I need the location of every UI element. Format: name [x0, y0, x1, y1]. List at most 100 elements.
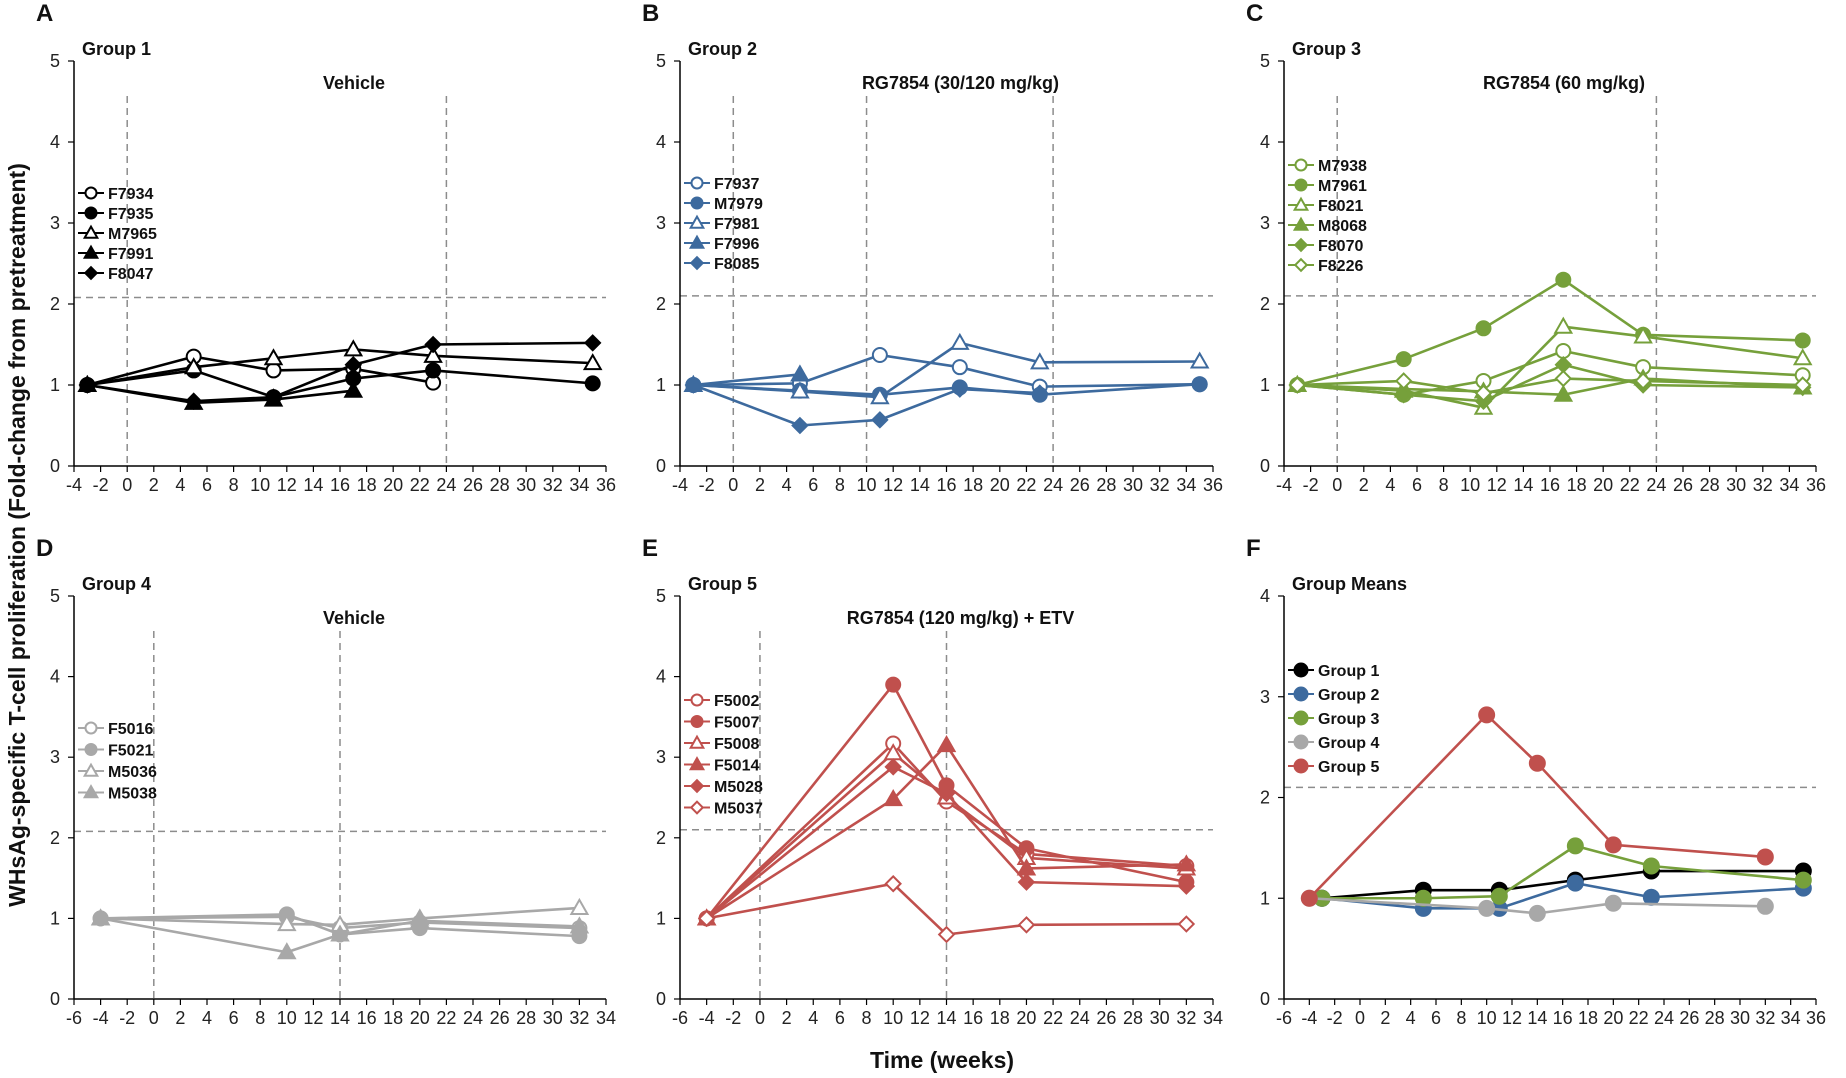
x-tick-label: 8: [1439, 475, 1449, 495]
legend-marker: [690, 196, 704, 210]
x-tick-label: 4: [175, 475, 185, 495]
legend-marker: [1293, 257, 1309, 273]
legend-label: F7991: [108, 246, 153, 263]
data-point: [1395, 351, 1412, 368]
x-tick-label: 24: [1070, 1008, 1090, 1028]
data-point: [265, 362, 282, 379]
y-tick-label: 1: [1260, 375, 1270, 395]
x-tick-label: 30: [1726, 475, 1746, 495]
legend-label: F8085: [714, 256, 759, 273]
x-tick-label: 0: [728, 475, 738, 495]
x-tick-label: 26: [1673, 475, 1693, 495]
y-tick-label: 1: [50, 908, 60, 928]
data-point: [425, 362, 442, 379]
x-tick-label: 18: [383, 1008, 403, 1028]
data-point: [1553, 316, 1574, 334]
legend-marker: [690, 693, 704, 707]
data-point: [1634, 372, 1652, 390]
data-point: [78, 376, 97, 394]
data-point: [343, 380, 364, 398]
data-point: [1793, 376, 1812, 394]
data-point: [884, 874, 902, 893]
data-point: [1177, 877, 1196, 895]
data-point: [1553, 384, 1574, 402]
x-tick-label: 34: [1176, 475, 1196, 495]
data-point: [1566, 874, 1584, 892]
x-tick-label: 36: [1806, 1008, 1826, 1028]
x-tick-label: 32: [1753, 475, 1773, 495]
y-tick-label: 4: [50, 667, 60, 687]
x-tick-label: 32: [543, 475, 563, 495]
x-tick-label: 18: [990, 1008, 1010, 1028]
x-tick-label: 20: [990, 475, 1010, 495]
y-tick-label: 3: [656, 213, 666, 233]
series-f7991: [77, 374, 364, 410]
x-tick-label: 24: [1646, 475, 1666, 495]
y-tick-label: 5: [656, 586, 666, 606]
data-point: [936, 735, 957, 753]
x-tick-label: 8: [862, 1008, 872, 1028]
y-tick-label: 5: [1260, 51, 1270, 71]
legend-marker: [83, 265, 99, 281]
data-point: [790, 364, 810, 382]
data-point: [1191, 376, 1208, 393]
data-point: [1555, 342, 1572, 359]
data-point: [1528, 904, 1546, 922]
x-tick-label: 28: [490, 475, 510, 495]
legend-label: F7935: [108, 206, 153, 223]
legend-label: M7961: [1318, 178, 1367, 195]
data-point: [871, 411, 889, 429]
x-tick-label: 16: [1553, 1008, 1573, 1028]
series-f7937: [685, 347, 1208, 395]
x-tick-label: 8: [229, 475, 239, 495]
x-tick-label: 22: [1629, 1008, 1649, 1028]
treatment-label: Vehicle: [323, 73, 385, 93]
legend-label: F8226: [1318, 258, 1363, 275]
x-tick-label: 18: [1567, 475, 1587, 495]
data-point: [1189, 351, 1210, 369]
x-tick-label: 20: [1593, 475, 1613, 495]
x-tick-label: -2: [93, 475, 109, 495]
y-tick-label: 5: [656, 51, 666, 71]
data-point: [1474, 384, 1493, 402]
legend-marker: [84, 186, 98, 200]
series-f5014: [696, 735, 1197, 926]
panel-letter: A: [36, 0, 53, 27]
x-tick-label: 22: [1620, 475, 1640, 495]
data-point: [1604, 836, 1622, 854]
x-tick-label: 26: [1070, 475, 1090, 495]
x-tick-label: -2: [725, 1008, 741, 1028]
x-tick-label: 26: [463, 475, 483, 495]
x-tick-label: 0: [122, 475, 132, 495]
x-tick-label: 18: [963, 475, 983, 495]
series-line: [1297, 325, 1803, 409]
x-tick-label: 30: [1123, 475, 1143, 495]
series-line: [692, 383, 1040, 427]
y-tick-label: 4: [1260, 586, 1270, 606]
panel-letter: B: [642, 0, 659, 27]
series-line: [87, 369, 593, 399]
data-point: [937, 925, 956, 944]
group-title: Group 2: [688, 39, 757, 59]
x-tick-label: 30: [543, 1008, 563, 1028]
x-tick-label: -4: [1276, 475, 1292, 495]
x-tick-label: 14: [1513, 475, 1533, 495]
x-tick-label: 32: [1176, 1008, 1196, 1028]
x-tick-label: 14: [330, 1008, 350, 1028]
x-tick-label: 20: [383, 475, 403, 495]
series-f8047: [78, 334, 602, 410]
legend: F5016 F5021 M5036 M5038: [78, 721, 157, 803]
data-point: [1030, 352, 1050, 370]
x-tick-label: 16: [330, 475, 350, 495]
series-line: [693, 341, 1200, 399]
x-tick-label: -4: [672, 475, 688, 495]
y-tick-label: 0: [1260, 456, 1270, 476]
x-tick-label: 18: [357, 475, 377, 495]
data-point: [791, 416, 809, 435]
x-tick-label: 6: [808, 475, 818, 495]
legend-label: Group 4: [1318, 735, 1379, 752]
data-point: [569, 897, 590, 915]
x-tick-label: 6: [202, 475, 212, 495]
